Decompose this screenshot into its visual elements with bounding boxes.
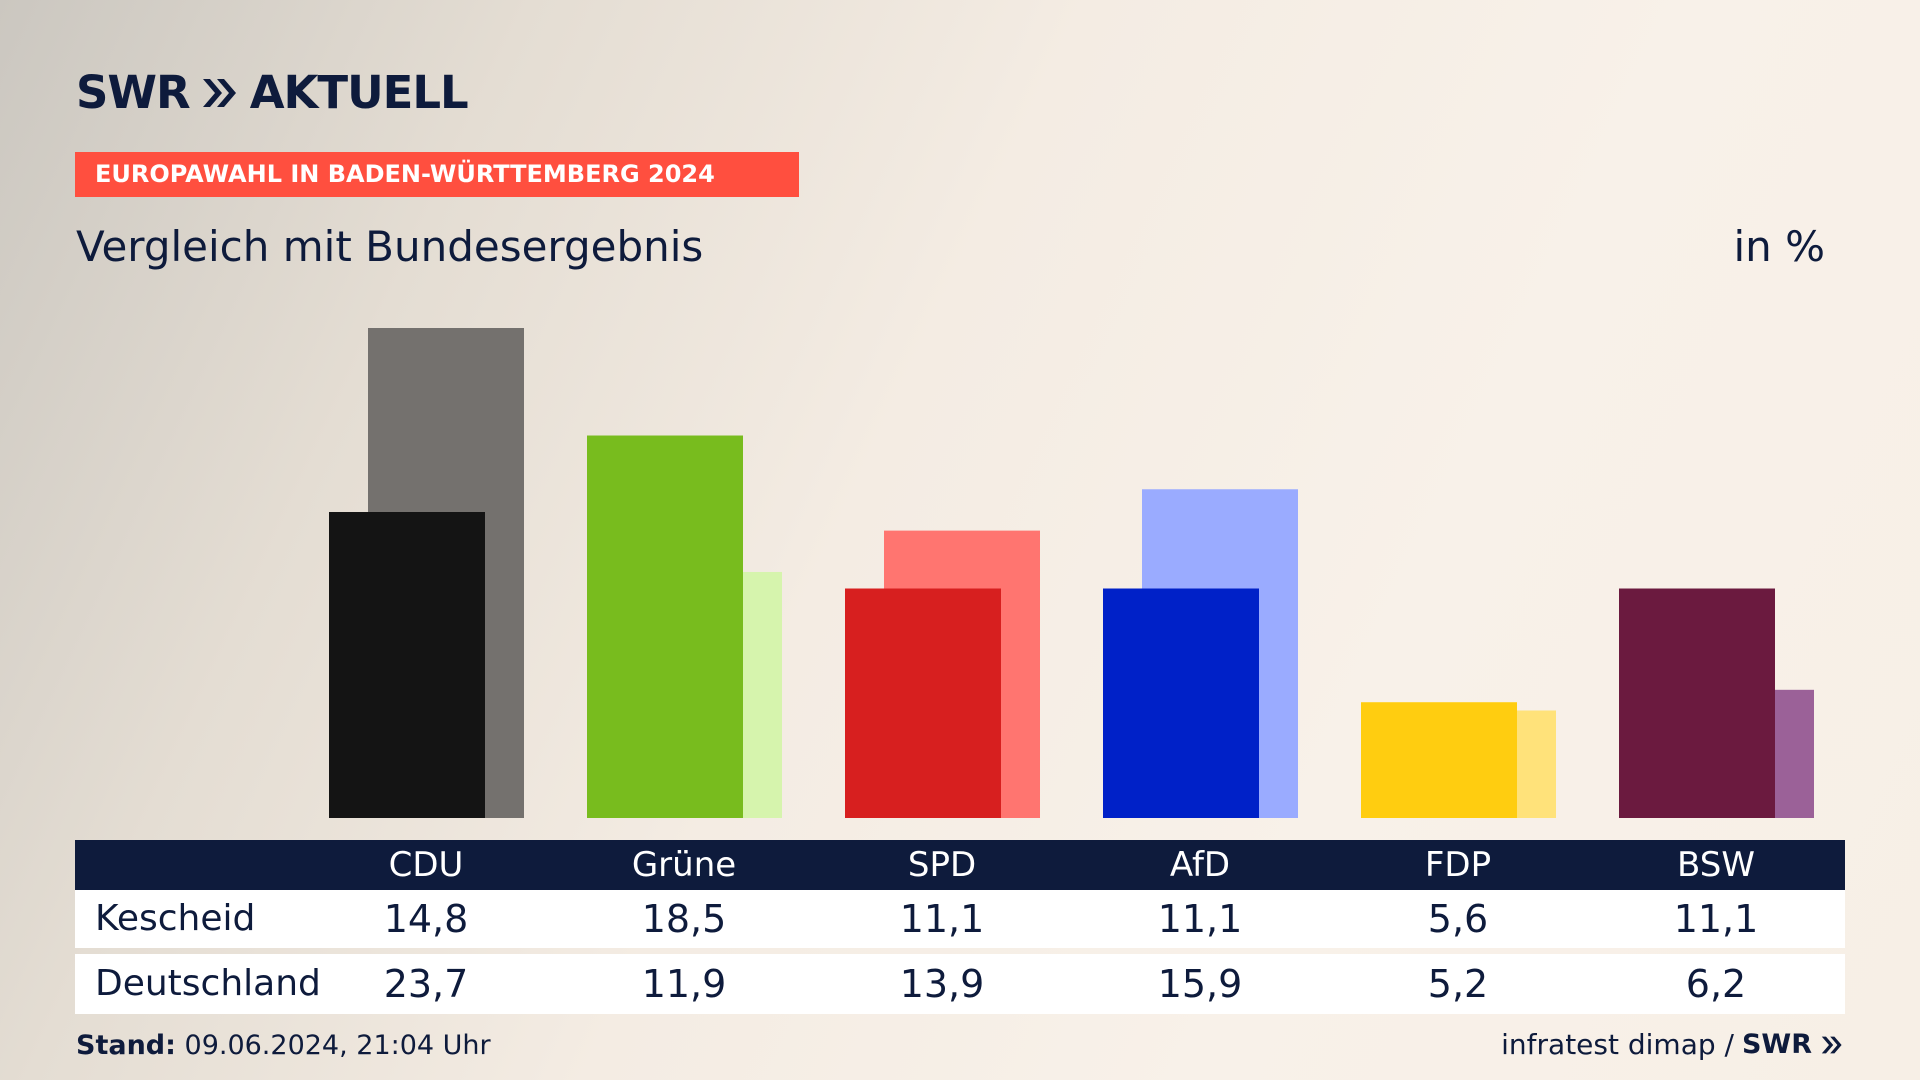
cell-deutschland-afd: 15,9 bbox=[1157, 962, 1243, 1006]
stand-value: 09.06.2024, 21:04 Uhr bbox=[184, 1030, 491, 1061]
double-chevron-small-icon bbox=[1821, 1036, 1842, 1053]
bar-kescheid-bsw bbox=[1619, 588, 1775, 818]
cell-kescheid-bsw: 11,1 bbox=[1673, 897, 1759, 941]
header-spd: SPD bbox=[907, 845, 977, 885]
row-label-kescheid: Kescheid bbox=[95, 898, 256, 939]
logo-text-aktuell: AKTUELL bbox=[249, 66, 469, 119]
table-row-deutschland: Deutschland 23,7 11,9 13,9 15,9 5,2 6,2 bbox=[75, 954, 1845, 1014]
swr-aktuell-logo: SWR AKTUELL bbox=[76, 66, 469, 119]
cell-kescheid-gruene: 18,5 bbox=[641, 897, 727, 941]
timestamp: Stand: 09.06.2024, 21:04 Uhr bbox=[76, 1030, 491, 1061]
cell-kescheid-spd: 11,1 bbox=[899, 897, 985, 941]
double-chevron-icon bbox=[202, 78, 236, 107]
header-gruene: Grüne bbox=[631, 845, 737, 885]
bar-kescheid-fdp bbox=[1361, 702, 1517, 818]
logo-text-swr: SWR bbox=[76, 66, 191, 119]
bar-kescheid-cdu bbox=[329, 512, 485, 818]
stand-label: Stand: bbox=[76, 1030, 176, 1061]
header-bsw: BSW bbox=[1677, 845, 1755, 885]
cell-kescheid-cdu: 14,8 bbox=[383, 897, 469, 941]
bar-kescheid-spd bbox=[845, 588, 1001, 818]
cell-kescheid-afd: 11,1 bbox=[1157, 897, 1243, 941]
table-row-kescheid: Kescheid 14,8 18,5 11,1 11,1 5,6 11,1 bbox=[75, 890, 1845, 948]
chart-subtitle: Vergleich mit Bundesergebnis bbox=[76, 222, 704, 271]
bar-chart bbox=[329, 328, 1814, 818]
cell-deutschland-cdu: 23,7 bbox=[383, 962, 469, 1006]
bar-kescheid-afd bbox=[1103, 588, 1259, 818]
election-tag: EUROPAWAHL IN BADEN-WÜRTTEMBERG 2024 bbox=[75, 152, 799, 197]
cell-kescheid-fdp: 5,6 bbox=[1427, 897, 1489, 941]
bar-kescheid-gruene bbox=[587, 435, 743, 818]
table-header: CDU Grüne SPD AfD FDP BSW bbox=[75, 840, 1845, 890]
cell-deutschland-gruene: 11,9 bbox=[641, 962, 727, 1006]
source-credit: infratest dimap / SWR bbox=[1501, 1028, 1844, 1061]
unit-label: in % bbox=[1733, 222, 1825, 271]
cell-deutschland-spd: 13,9 bbox=[899, 962, 985, 1006]
swr-footer-logo-text: SWR bbox=[1741, 1029, 1812, 1060]
cell-deutschland-fdp: 5,2 bbox=[1427, 962, 1489, 1006]
row-label-deutschland: Deutschland bbox=[95, 963, 321, 1004]
header-cdu: CDU bbox=[388, 845, 464, 885]
source-text: infratest dimap / bbox=[1501, 1028, 1734, 1061]
results-table: CDU Grüne SPD AfD FDP BSW Kescheid 14,8 … bbox=[75, 840, 1845, 1014]
header-afd: AfD bbox=[1169, 845, 1231, 885]
header-fdp: FDP bbox=[1424, 845, 1492, 885]
cell-deutschland-bsw: 6,2 bbox=[1685, 962, 1747, 1006]
